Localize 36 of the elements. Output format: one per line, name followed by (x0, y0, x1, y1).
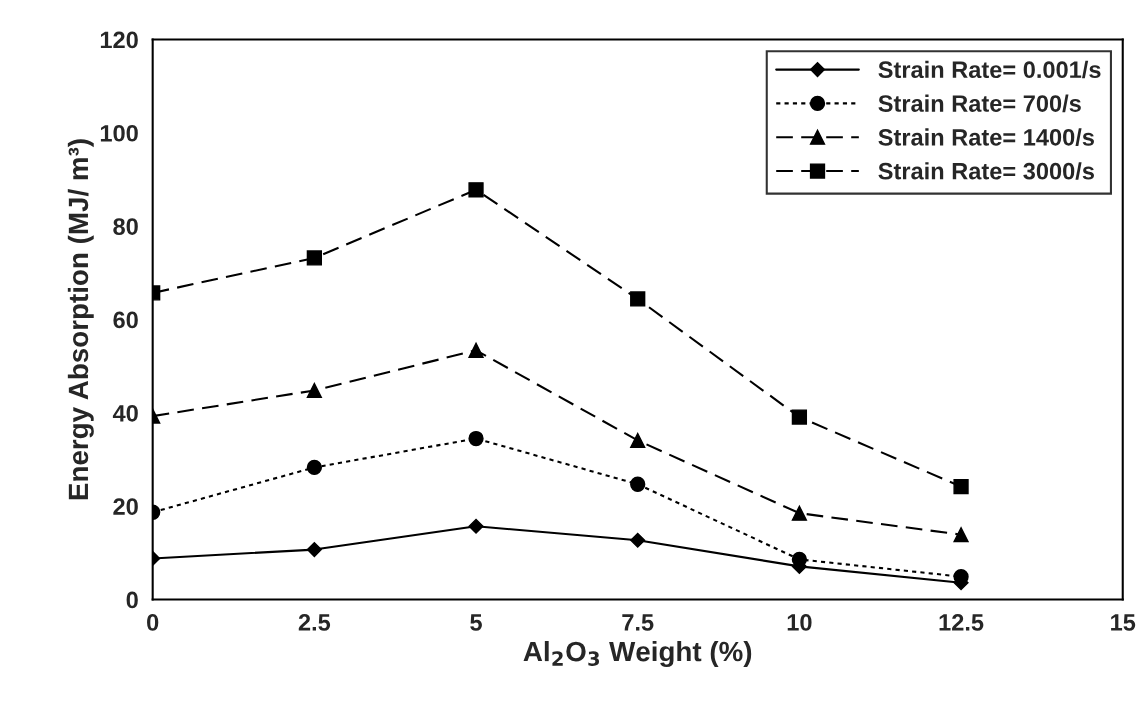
legend-label: Strain Rate= 3000/s (878, 162, 1094, 180)
point (791, 409, 808, 425)
y-tick-label: 80 (113, 218, 138, 235)
x-axis-title: Al$_{2}$O$_{3}$ Weight (%) (523, 640, 752, 667)
point (791, 505, 808, 521)
point (306, 542, 322, 558)
y-tick-label: 100 (100, 124, 138, 142)
legend-label: Strain Rate= 1400/s (878, 128, 1094, 146)
x-tick-label: 15 (1111, 614, 1136, 631)
x-tick-label: 2.5 (298, 614, 331, 631)
x-tick-label: 12.5 (939, 614, 984, 631)
point (306, 250, 323, 266)
point (306, 459, 323, 476)
point (468, 430, 484, 447)
point (630, 476, 646, 492)
point (953, 527, 969, 543)
y-tick-label: 40 (112, 404, 138, 422)
y-axis-title: Energy Absorption (MJ/ m³) (67, 139, 94, 500)
point (468, 518, 484, 534)
x-tick-label: 10 (787, 614, 812, 631)
point (306, 382, 323, 399)
point (630, 432, 646, 449)
x-tick-label: 0 (147, 614, 159, 631)
y-tick-label: 0 (126, 591, 138, 609)
legend-label: Strain Rate= 700/s (878, 94, 1081, 113)
point (953, 478, 969, 495)
point (630, 291, 646, 307)
y-tick-label: 20 (113, 498, 138, 515)
point (468, 182, 484, 198)
y-tick-label: 60 (113, 311, 138, 329)
x-tick-label: 5 (470, 614, 482, 631)
y-tick-label: 120 (100, 31, 138, 49)
point (630, 532, 646, 548)
point (468, 342, 484, 358)
legend-label: Strain Rate= 0.001/s (878, 60, 1101, 79)
x-tick-label: 7.5 (622, 614, 654, 631)
